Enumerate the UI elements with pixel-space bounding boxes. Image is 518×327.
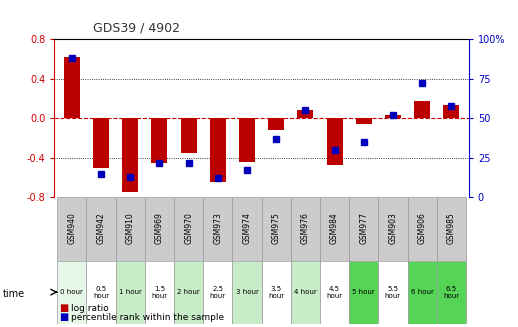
- Bar: [203, 197, 233, 261]
- Bar: [326, 118, 342, 165]
- Bar: [437, 261, 466, 324]
- Text: GSM940: GSM940: [67, 212, 76, 244]
- Bar: [437, 197, 466, 261]
- Text: ■: ■: [60, 303, 69, 313]
- Text: 2 hour: 2 hour: [177, 289, 200, 295]
- Bar: [378, 261, 408, 324]
- Bar: [291, 197, 320, 261]
- Text: 4.5
hour: 4.5 hour: [326, 285, 342, 299]
- Bar: [414, 101, 430, 118]
- Text: 5 hour: 5 hour: [352, 289, 375, 295]
- Text: ■: ■: [60, 312, 69, 322]
- Text: GSM974: GSM974: [242, 212, 252, 244]
- Text: 1.5
hour: 1.5 hour: [151, 285, 167, 299]
- Text: GSM969: GSM969: [155, 212, 164, 244]
- Bar: [320, 197, 349, 261]
- Bar: [145, 197, 174, 261]
- Bar: [210, 118, 226, 182]
- Text: GSM976: GSM976: [301, 212, 310, 244]
- Bar: [151, 118, 167, 163]
- Bar: [385, 115, 401, 118]
- Bar: [408, 197, 437, 261]
- Bar: [268, 118, 284, 130]
- Bar: [203, 261, 233, 324]
- Text: log ratio: log ratio: [71, 304, 109, 313]
- Bar: [122, 118, 138, 192]
- Bar: [291, 261, 320, 324]
- Text: GSM910: GSM910: [126, 212, 135, 244]
- Text: GSM970: GSM970: [184, 212, 193, 244]
- Bar: [145, 261, 174, 324]
- Bar: [57, 197, 87, 261]
- Bar: [262, 261, 291, 324]
- Text: percentile rank within the sample: percentile rank within the sample: [71, 313, 224, 322]
- Text: 6.5
hour: 6.5 hour: [443, 285, 459, 299]
- Bar: [93, 118, 109, 168]
- Text: 1 hour: 1 hour: [119, 289, 142, 295]
- Bar: [349, 261, 378, 324]
- Bar: [64, 57, 80, 118]
- Bar: [57, 261, 87, 324]
- Bar: [116, 197, 145, 261]
- Text: GSM977: GSM977: [359, 212, 368, 244]
- Text: 3.5
hour: 3.5 hour: [268, 285, 284, 299]
- Bar: [87, 261, 116, 324]
- Bar: [181, 118, 197, 153]
- Text: GSM973: GSM973: [213, 212, 222, 244]
- Bar: [174, 197, 203, 261]
- Bar: [356, 118, 372, 124]
- Text: 0 hour: 0 hour: [61, 289, 83, 295]
- Text: GSM903: GSM903: [388, 212, 397, 244]
- Bar: [262, 197, 291, 261]
- Text: 6 hour: 6 hour: [411, 289, 434, 295]
- Text: 2.5
hour: 2.5 hour: [210, 285, 226, 299]
- Text: 5.5
hour: 5.5 hour: [385, 285, 401, 299]
- Bar: [233, 197, 262, 261]
- Bar: [87, 197, 116, 261]
- Text: GSM906: GSM906: [418, 212, 427, 244]
- Text: 0.5
hour: 0.5 hour: [93, 285, 109, 299]
- Bar: [378, 197, 408, 261]
- Bar: [320, 261, 349, 324]
- Bar: [116, 261, 145, 324]
- Text: 3 hour: 3 hour: [236, 289, 258, 295]
- Bar: [297, 110, 313, 118]
- Text: GSM984: GSM984: [330, 212, 339, 244]
- Text: GSM942: GSM942: [96, 212, 106, 244]
- Text: GSM975: GSM975: [271, 212, 281, 244]
- Bar: [239, 118, 255, 162]
- Text: GDS39 / 4902: GDS39 / 4902: [93, 21, 180, 34]
- Bar: [174, 261, 203, 324]
- Bar: [349, 197, 378, 261]
- Text: time: time: [3, 289, 25, 299]
- Text: GSM985: GSM985: [447, 212, 456, 244]
- Text: 4 hour: 4 hour: [294, 289, 316, 295]
- Bar: [233, 261, 262, 324]
- Bar: [443, 105, 459, 118]
- Bar: [408, 261, 437, 324]
